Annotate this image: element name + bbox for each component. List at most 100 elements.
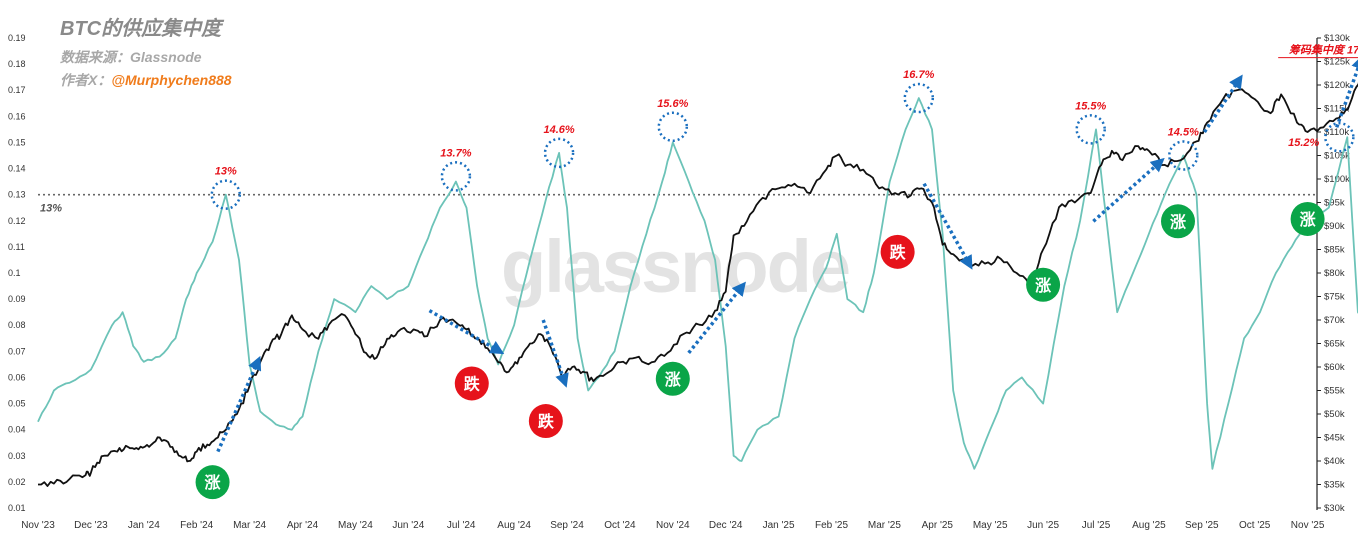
x-axis-tick-label: Jan '25	[763, 520, 795, 531]
left-axis-tick-label: 0.02	[8, 477, 26, 487]
right-axis-tick-label: $85k	[1324, 245, 1345, 256]
peak-circle	[543, 137, 575, 169]
x-axis-tick-label: Aug '25	[1132, 520, 1166, 531]
badge-up	[1026, 267, 1061, 302]
trend-arrow-up	[687, 281, 746, 354]
peak-concentration-label: 15.5%	[1075, 100, 1106, 112]
trend-arrow-down	[541, 319, 569, 388]
badge-down	[454, 366, 489, 401]
peak-circle	[210, 179, 242, 210]
left-axis-tick-label: 0.09	[8, 294, 26, 304]
right-axis-tick-label: $105k	[1324, 151, 1350, 162]
left-axis-tick-label: 0.18	[8, 59, 26, 69]
final-concentration-label: 筹码集中度 17.6%	[1289, 44, 1358, 57]
right-axis-tick-label: $95k	[1324, 198, 1345, 209]
right-axis-tick-label: $45k	[1324, 433, 1345, 444]
btc-price-line	[38, 82, 1358, 487]
badge-up-label: 涨	[1300, 210, 1316, 229]
x-axis-tick-label: Jan '24	[128, 520, 160, 531]
x-axis-tick-label: Jun '25	[1027, 520, 1059, 531]
author-prefix: 作者X：	[60, 72, 112, 88]
left-axis-tick-label: 0.06	[8, 372, 26, 382]
right-axis-tick-label: $30k	[1324, 503, 1345, 514]
x-axis-tick-label: May '24	[338, 520, 373, 531]
author-handle: @Murphychen888	[111, 72, 232, 88]
peak-circle	[657, 111, 689, 143]
badge-up-label: 涨	[205, 473, 221, 492]
badge-up-label: 涨	[1035, 276, 1051, 295]
trend-arrow-up	[216, 355, 262, 453]
badge-up	[1290, 201, 1325, 236]
concentration-line	[37, 97, 1358, 470]
right-axis-tick-label: $115k	[1324, 104, 1349, 115]
badge-down-label: 跌	[890, 243, 907, 262]
threshold-label: 13%	[40, 203, 62, 215]
peak-concentration-label: 13%	[215, 166, 237, 178]
x-axis-tick-label: Oct '25	[1239, 520, 1271, 531]
right-axis-tick-label: $70k	[1324, 315, 1345, 326]
x-axis-tick-label: Feb '25	[815, 520, 848, 531]
data-source-label: 数据来源：Glassnode	[60, 49, 202, 65]
left-axis-tick-label: 0.16	[8, 111, 26, 121]
left-axis-tick-label: 0.14	[8, 164, 26, 174]
peak-circle	[1075, 114, 1106, 145]
right-axis-tick-label: $65k	[1324, 339, 1345, 350]
left-axis-tick-label: 0.11	[8, 242, 25, 252]
x-axis-tick-label: Oct '24	[604, 520, 636, 531]
right-axis-tick-label: $125k	[1324, 57, 1350, 68]
x-axis-tick-label: Mar '24	[233, 520, 266, 531]
left-axis-tick-label: 0.01	[8, 503, 26, 513]
badge-up	[195, 465, 230, 500]
x-axis-tick-label: Dec '24	[709, 520, 743, 531]
left-axis-tick-label: 0.1	[8, 268, 21, 278]
badge-down-label: 跌	[538, 412, 555, 431]
right-axis-tick-label: $55k	[1324, 386, 1345, 397]
left-axis-tick-label: 0.17	[8, 85, 26, 95]
peak-circle	[1168, 140, 1199, 171]
x-axis-tick-label: Nov '24	[656, 520, 690, 531]
trend-arrow-down	[428, 309, 505, 355]
right-axis-tick-label: $80k	[1324, 268, 1345, 279]
right-axis-tick-label: $50k	[1324, 409, 1345, 420]
right-axis-tick-label: $90k	[1324, 221, 1345, 232]
peak-concentration-label: 14.6%	[543, 124, 574, 136]
x-axis-tick-label: Sep '25	[1185, 520, 1219, 531]
right-axis-tick-label: $75k	[1324, 292, 1345, 303]
x-axis-tick-label: Apr '25	[922, 520, 954, 531]
peak-concentration-label: 13.7%	[440, 147, 471, 159]
x-axis-tick-label: Nov '23	[21, 520, 55, 531]
x-axis-tick-label: Feb '24	[180, 520, 213, 531]
trend-arrow-up	[1202, 74, 1243, 133]
x-axis-tick-label: Sep '24	[550, 520, 584, 531]
left-axis-tick-label: 0.04	[8, 425, 26, 435]
peak-concentration-label: 15.2%	[1288, 137, 1319, 149]
peak-circle	[1324, 121, 1355, 153]
x-axis-tick-label: May '25	[973, 520, 1008, 531]
glassnode-watermark: glassnode	[501, 225, 849, 308]
trend-arrow-down	[922, 182, 973, 270]
x-axis-tick-label: Aug '24	[497, 520, 531, 531]
badge-up-label: 涨	[1170, 212, 1186, 231]
trend-arrow-up	[1092, 157, 1165, 223]
peak-circle	[440, 161, 472, 192]
x-axis-tick-label: Jul '25	[1082, 520, 1111, 531]
right-axis-tick-label: $120k	[1324, 80, 1350, 91]
left-axis-tick-label: 0.12	[8, 216, 26, 226]
badge-up	[1160, 204, 1195, 239]
left-axis-tick-label: 0.19	[8, 33, 26, 43]
author-label: 作者X：@Murphychen888	[60, 70, 232, 90]
right-axis-tick-label: $35k	[1324, 480, 1345, 491]
peak-concentration-label: 14.5%	[1168, 127, 1199, 139]
right-axis-tick-label: $60k	[1324, 362, 1345, 373]
left-axis-tick-label: 0.08	[8, 320, 26, 330]
left-axis-tick-label: 0.03	[8, 451, 26, 461]
right-axis-tick-label: $110k	[1324, 127, 1349, 138]
left-axis-tick-label: 0.07	[8, 346, 26, 356]
badge-up	[655, 361, 690, 396]
left-axis-tick-label: 0.05	[8, 399, 26, 409]
left-axis-tick-label: 0.13	[8, 190, 26, 200]
badge-down	[528, 404, 563, 439]
x-axis-tick-label: Jun '24	[392, 520, 424, 531]
left-axis-tick-label: 0.15	[8, 137, 26, 147]
